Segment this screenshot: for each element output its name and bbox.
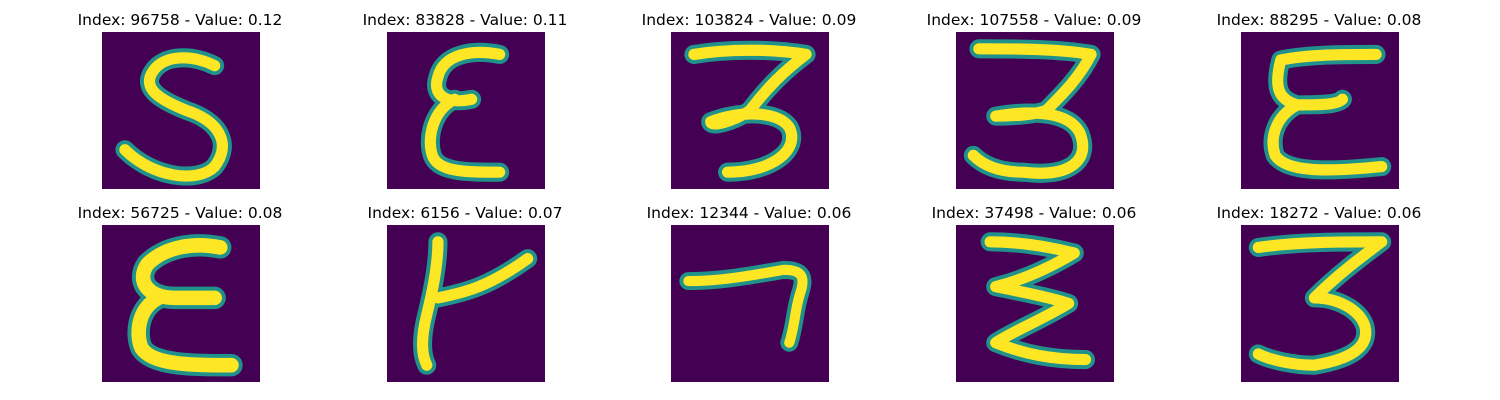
handwritten-glyph xyxy=(127,234,243,377)
panel-title: Index: 96758 - Value: 0.12 xyxy=(77,11,283,29)
panel-title: Index: 6156 - Value: 0.07 xyxy=(367,204,563,222)
digit-image xyxy=(102,225,260,382)
panel-title: Index: 83828 - Value: 0.11 xyxy=(362,11,568,29)
panel-title: Index: 88295 - Value: 0.08 xyxy=(1216,11,1422,29)
digit-image xyxy=(1241,225,1399,382)
handwritten-glyph xyxy=(1248,232,1392,375)
panel-title: Index: 107558 - Value: 0.09 xyxy=(926,11,1142,29)
panel-title: Index: 103824 - Value: 0.09 xyxy=(641,11,857,29)
digit-image xyxy=(956,225,1114,382)
handwritten-glyph xyxy=(420,42,510,182)
handwritten-glyph xyxy=(1263,44,1392,180)
digit-image xyxy=(1241,32,1399,189)
digit-image xyxy=(387,225,545,382)
panel-1: Index: 96758 - Value: 0.12 xyxy=(78,10,282,200)
digit-image xyxy=(671,32,829,189)
panel-6: Index: 56725 - Value: 0.08 xyxy=(78,203,282,393)
digit-image xyxy=(102,32,260,189)
panel-9: Index: 37498 - Value: 0.06 xyxy=(932,203,1136,393)
panel-title: Index: 12344 - Value: 0.06 xyxy=(646,204,852,222)
panel-10: Index: 18272 - Value: 0.06 xyxy=(1217,203,1421,393)
handwritten-glyph xyxy=(684,40,816,182)
handwritten-glyph xyxy=(980,232,1095,370)
handwritten-glyph xyxy=(413,232,538,375)
panel-title: Index: 56725 - Value: 0.08 xyxy=(77,204,283,222)
panel-title: Index: 37498 - Value: 0.06 xyxy=(931,204,1137,222)
digit-image xyxy=(671,225,829,382)
panel-5: Index: 88295 - Value: 0.08 xyxy=(1217,10,1421,200)
panel-3: Index: 103824 - Value: 0.09 xyxy=(642,10,856,200)
panel-8: Index: 12344 - Value: 0.06 xyxy=(647,203,851,393)
panel-4: Index: 107558 - Value: 0.09 xyxy=(927,10,1141,200)
panel-title: Index: 18272 - Value: 0.06 xyxy=(1216,204,1422,222)
handwritten-glyph xyxy=(115,48,232,186)
digit-image xyxy=(387,32,545,189)
handwritten-glyph xyxy=(963,39,1101,183)
panel-2: Index: 83828 - Value: 0.11 xyxy=(363,10,567,200)
digit-image xyxy=(956,32,1114,189)
handwritten-glyph xyxy=(679,260,812,352)
panel-7: Index: 6156 - Value: 0.07 xyxy=(365,203,565,393)
